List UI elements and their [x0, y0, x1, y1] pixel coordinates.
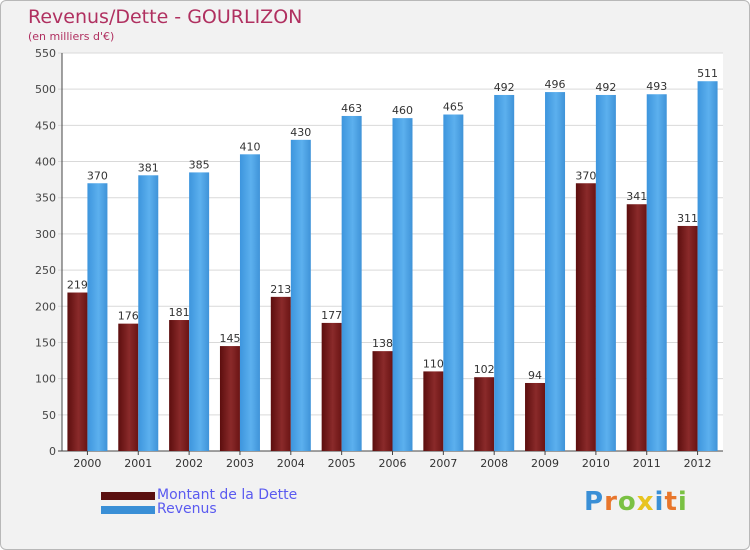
data-label-dette-2003: 145: [219, 332, 240, 345]
legend-label-revenus: Revenus: [157, 501, 217, 517]
bar-revenus-2012: [697, 81, 718, 452]
data-label-dette-2007: 110: [423, 357, 444, 370]
x-tick-label-2005: 2005: [328, 457, 356, 470]
x-tick-label-2008: 2008: [480, 457, 508, 470]
logo-letter: P: [584, 487, 605, 517]
y-tick-label: 550: [35, 47, 56, 60]
x-tick-label-2000: 2000: [73, 457, 101, 470]
data-label-dette-2009: 94: [528, 369, 542, 382]
chart-title: Revenus/Dette - GOURLIZON: [28, 6, 303, 28]
y-tick-label: 300: [35, 228, 56, 241]
x-tick-label-2004: 2004: [277, 457, 305, 470]
proxiti-logo: Proxiti: [584, 487, 688, 517]
bar-revenus-2008: [494, 94, 515, 451]
logo-letter: t: [664, 487, 678, 517]
y-tick-label: 250: [35, 264, 56, 277]
bar-revenus-2003: [239, 154, 260, 452]
y-tick-label: 0: [49, 445, 56, 458]
x-tick-label-2009: 2009: [531, 457, 559, 470]
bar-revenus-2011: [646, 94, 667, 451]
data-label-dette-2008: 102: [474, 363, 495, 376]
bar-revenus-2001: [138, 175, 159, 451]
bar-dette-2006: [372, 351, 393, 451]
bar-revenus-2007: [443, 114, 464, 451]
x-tick-label-2003: 2003: [226, 457, 254, 470]
data-label-dette-2005: 177: [321, 309, 342, 322]
data-label-revenus-2012: 511: [697, 67, 718, 80]
data-label-dette-2000: 219: [67, 279, 88, 292]
bar-dette-2010: [575, 183, 596, 451]
data-label-revenus-2011: 493: [646, 80, 667, 93]
x-tick-label-2007: 2007: [429, 457, 457, 470]
logo-letter: r: [604, 487, 618, 517]
data-label-revenus-2000: 370: [87, 169, 108, 182]
bar-dette-2008: [474, 377, 495, 451]
data-label-revenus-2001: 381: [138, 161, 159, 174]
y-tick-label: 500: [35, 83, 56, 96]
data-label-dette-2001: 176: [118, 310, 139, 323]
data-label-dette-2006: 138: [372, 337, 393, 350]
bar-revenus-2002: [189, 172, 210, 451]
logo-letter: i: [654, 487, 665, 517]
bar-dette-2004: [270, 296, 291, 451]
data-label-dette-2012: 311: [677, 212, 698, 225]
data-label-revenus-2003: 410: [239, 140, 260, 153]
bar-dette-2002: [169, 320, 190, 451]
bar-dette-2007: [423, 371, 444, 451]
bar-revenus-2005: [341, 115, 362, 451]
x-tick-label-2012: 2012: [684, 457, 712, 470]
bar-dette-2012: [677, 225, 698, 451]
x-tick-label-2002: 2002: [175, 457, 203, 470]
bar-dette-2009: [525, 382, 546, 451]
bar-revenus-2000: [87, 183, 108, 451]
bar-dette-2000: [67, 292, 88, 451]
x-tick-label-2010: 2010: [582, 457, 610, 470]
y-tick-label: 450: [35, 119, 56, 132]
legend-label-dette: Montant de la Dette: [157, 487, 298, 503]
bar-revenus-2010: [595, 94, 616, 451]
data-label-revenus-2009: 496: [545, 78, 566, 91]
bar-dette-2005: [321, 322, 342, 451]
data-label-revenus-2005: 463: [341, 102, 362, 115]
data-label-revenus-2010: 492: [595, 81, 616, 94]
legend-swatch-dette: [101, 492, 155, 500]
x-tick-label-2011: 2011: [633, 457, 661, 470]
data-label-dette-2004: 213: [270, 283, 291, 296]
bar-revenus-2009: [545, 92, 566, 452]
bar-dette-2003: [219, 346, 240, 451]
data-label-dette-2010: 370: [575, 169, 596, 182]
data-label-revenus-2004: 430: [290, 126, 311, 139]
x-tick-label-2001: 2001: [124, 457, 152, 470]
logo-letter: x: [636, 487, 655, 517]
bar-revenus-2004: [290, 139, 311, 451]
y-tick-label: 200: [35, 300, 56, 313]
legend-swatch-revenus: [101, 506, 155, 514]
y-tick-label: 400: [35, 156, 56, 169]
bar-revenus-2006: [392, 118, 413, 452]
y-tick-label: 350: [35, 192, 56, 205]
logo-letter: o: [617, 487, 637, 517]
chart-subtitle: (en milliers d'€): [28, 30, 115, 43]
bar-dette-2001: [118, 323, 139, 451]
data-label-revenus-2006: 460: [392, 104, 413, 117]
bar-dette-2011: [626, 204, 647, 451]
y-tick-label: 100: [35, 373, 56, 386]
data-label-dette-2002: 181: [169, 306, 190, 319]
y-tick-label: 150: [35, 336, 56, 349]
data-label-dette-2011: 341: [626, 190, 647, 203]
y-tick-label: 50: [42, 409, 56, 422]
data-label-revenus-2002: 385: [189, 158, 210, 171]
x-tick-label-2006: 2006: [379, 457, 407, 470]
data-label-revenus-2007: 465: [443, 101, 464, 114]
data-label-revenus-2008: 492: [494, 81, 515, 94]
logo-letter: i: [677, 487, 688, 517]
